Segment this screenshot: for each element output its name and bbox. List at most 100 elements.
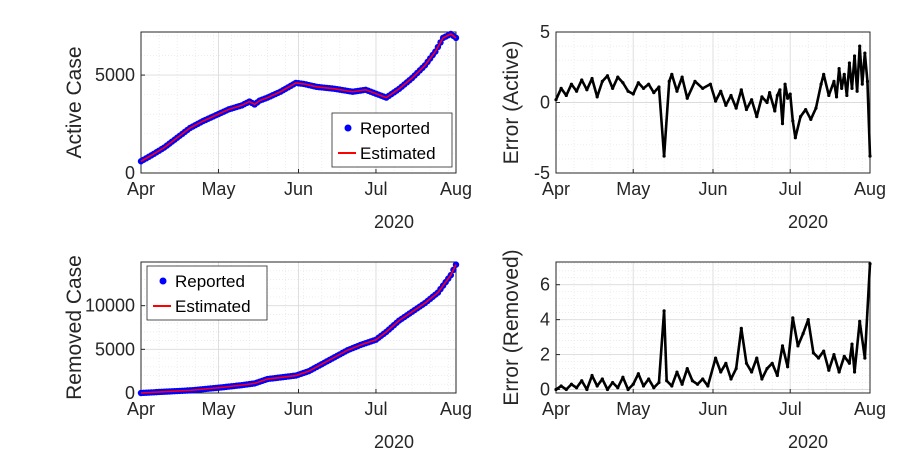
y-axis-label: Error (Active) [500, 41, 523, 165]
error-point [858, 319, 862, 323]
error-point [852, 370, 857, 374]
error-point [631, 92, 635, 96]
error-point [675, 89, 679, 93]
error-point [559, 384, 563, 388]
legend-label-reported: Reported [360, 119, 430, 138]
x-tick-label: May [616, 399, 650, 419]
error-point [819, 82, 823, 86]
error-point [765, 100, 769, 105]
y-tick-label: 0 [540, 93, 550, 113]
error-point [780, 122, 785, 126]
error-point [775, 93, 779, 98]
error-point [842, 72, 846, 76]
error-point [554, 98, 558, 102]
error-point [809, 117, 813, 122]
error-point [806, 318, 810, 322]
error-point [680, 382, 684, 386]
error-point [667, 79, 671, 83]
y-tick-label: 4 [540, 310, 550, 330]
error-point [865, 79, 870, 83]
x-tick-label: Jun [284, 399, 313, 419]
year-label: 2020 [788, 432, 828, 452]
error-point [569, 82, 574, 86]
error-point [585, 387, 589, 392]
error-point [840, 86, 844, 90]
error-point [832, 79, 836, 83]
error-point [595, 384, 599, 388]
error-point [605, 387, 610, 392]
error-point [773, 109, 777, 113]
error-point [816, 356, 821, 360]
error-point [559, 86, 563, 90]
error-point [832, 352, 836, 357]
y-tick-label: 0 [125, 383, 135, 403]
error-point [739, 326, 743, 330]
error-point [755, 356, 759, 360]
error-point [734, 106, 738, 110]
error-point [834, 95, 839, 99]
error-point [621, 81, 625, 85]
year-label: 2020 [374, 212, 414, 232]
error-point [827, 93, 831, 98]
error-point [554, 387, 558, 392]
x-tick-label: Jul [779, 399, 802, 419]
error-point [786, 365, 790, 369]
error-point [804, 107, 808, 112]
x-tick-label: Jun [698, 179, 727, 199]
legend-box [331, 112, 453, 168]
error-point [765, 366, 769, 371]
error-point [845, 93, 849, 98]
error-point [786, 96, 790, 100]
error-point [590, 76, 594, 81]
y-tick-label: -5 [534, 163, 550, 183]
error-point [611, 86, 615, 90]
x-tick-label: Aug [854, 399, 886, 419]
error-point [768, 91, 772, 95]
error-point [775, 373, 779, 378]
error-point [801, 332, 805, 336]
error-point [760, 95, 764, 99]
error-point [701, 377, 705, 381]
error-point [580, 78, 584, 82]
error-point [569, 382, 574, 386]
error-point [675, 370, 679, 374]
error-point [739, 88, 743, 92]
error-point [631, 382, 635, 386]
error-point [729, 93, 733, 98]
error-point [670, 384, 674, 388]
error-point [860, 82, 864, 86]
error-point [662, 309, 666, 313]
x-tick-label: Aug [440, 179, 472, 199]
error-point [701, 86, 705, 90]
x-tick-label: Apr [542, 179, 570, 199]
error-point [641, 384, 646, 388]
error-point [708, 82, 713, 86]
x-tick-label: May [616, 179, 650, 199]
y-tick-label: 5000 [95, 339, 135, 359]
error-point [636, 81, 640, 85]
error-point [590, 373, 594, 378]
error-point [724, 361, 728, 365]
error-point [755, 115, 759, 119]
error-point [822, 72, 826, 76]
error-point [647, 82, 651, 86]
error-point [822, 349, 826, 353]
error-point [788, 92, 792, 96]
error-point [811, 351, 815, 355]
error-point [626, 387, 630, 392]
error-point [842, 354, 846, 358]
x-tick-label: Apr [542, 399, 570, 419]
error-point [734, 366, 738, 371]
y-tick-label: 2 [540, 345, 550, 365]
error-point [657, 380, 661, 385]
error-point [713, 99, 718, 103]
error-point [724, 103, 728, 107]
error-point [693, 79, 697, 83]
x-tick-label: Apr [127, 179, 155, 199]
error-point [793, 136, 797, 140]
error-point [647, 377, 651, 381]
error-point [695, 382, 700, 386]
x-tick-label: Jul [364, 179, 387, 199]
error-point [850, 86, 854, 90]
x-tick-label: May [201, 399, 235, 419]
